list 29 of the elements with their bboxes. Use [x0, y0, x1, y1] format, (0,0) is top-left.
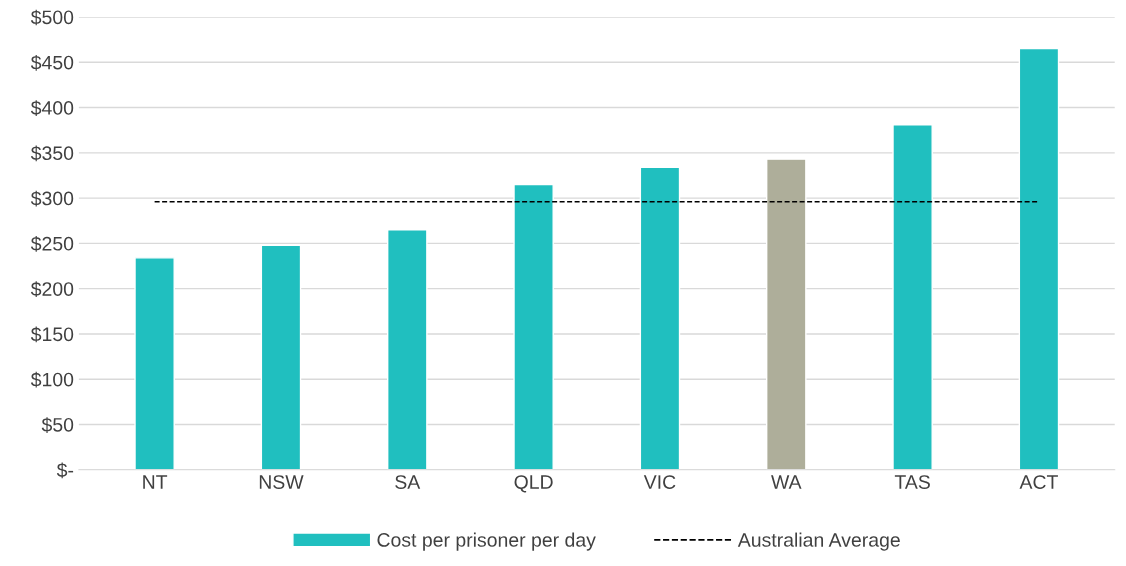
bar: [260, 244, 302, 470]
x-tick-label: WA: [771, 475, 802, 489]
y-tick-label: $400: [30, 100, 74, 116]
bar: [134, 257, 175, 470]
y-tick-label: $450: [30, 54, 74, 71]
bar: [639, 166, 681, 470]
y-tick-label: $300: [30, 190, 74, 207]
y-tick-label: $150: [30, 326, 74, 343]
y-tick-label: $350: [30, 145, 74, 162]
x-tick-label: SA: [395, 475, 421, 489]
y-tick-label: $250: [30, 236, 74, 252]
bar: [513, 183, 554, 470]
bar: [1018, 47, 1060, 470]
bar: [766, 158, 807, 470]
legend-label: Australian Average: [737, 532, 900, 551]
x-tick-label: NT: [143, 475, 168, 489]
bar: [892, 124, 933, 470]
bar: [387, 229, 428, 470]
legend-label: Cost per prisoner per day: [377, 532, 596, 551]
x-tick-label: VIC: [643, 475, 676, 489]
x-tick-label: TAS: [894, 475, 930, 489]
y-tick-label: $500: [30, 9, 74, 26]
y-tick-label: $100: [30, 371, 74, 388]
x-tick-label: ACT: [1019, 475, 1058, 489]
y-tick-label: $200: [30, 281, 74, 298]
y-tick-label: $-: [56, 462, 74, 479]
y-tick-label: $50: [41, 417, 74, 433]
x-tick-label: QLD: [514, 475, 553, 493]
x-tick-label: NSW: [259, 475, 304, 489]
